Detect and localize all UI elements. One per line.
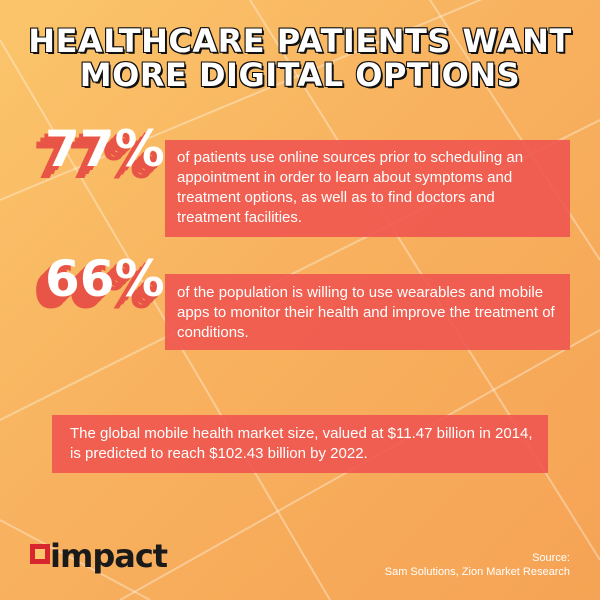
impact-logo-mark-icon [30, 544, 50, 564]
impact-logo: impact [30, 538, 230, 578]
stat-value-shadow: 77% [37, 128, 157, 186]
title-line-1: HEALTHCARE PATIENTS WANT [27, 22, 572, 60]
title-line-2: MORE DIGITAL OPTIONS [79, 56, 521, 94]
stat-value-shadow: 66% [41, 254, 161, 312]
stat-box-wearables: of the population is willing to use wear… [165, 274, 570, 350]
stat-value-shadow: 77% [41, 124, 161, 182]
market-text: The global mobile health market size, va… [70, 425, 533, 462]
source-credit: Source: Sam Solutions, Zion Market Resea… [385, 551, 570, 579]
stat-value-shadow: 66% [37, 258, 157, 316]
logo-wordmark: impact [50, 537, 168, 575]
stat-box-patients-online: of patients use online sources prior to … [165, 140, 570, 237]
source-label: Source: [532, 552, 570, 564]
stat-value-shadow: 77% [33, 132, 153, 190]
page-title: HEALTHCARE PATIENTS WANT MORE DIGITAL OP… [0, 22, 600, 94]
stat-value-77: 77% [45, 120, 165, 178]
stat-text: of the population is willing to use wear… [177, 284, 555, 341]
stat-value-shadow: 66% [33, 262, 153, 320]
stat-value-66: 66% [45, 250, 165, 308]
stat-text: of patients use online sources prior to … [177, 149, 524, 226]
market-size-box: The global mobile health market size, va… [52, 415, 548, 473]
source-text: Sam Solutions, Zion Market Research [384, 566, 570, 578]
